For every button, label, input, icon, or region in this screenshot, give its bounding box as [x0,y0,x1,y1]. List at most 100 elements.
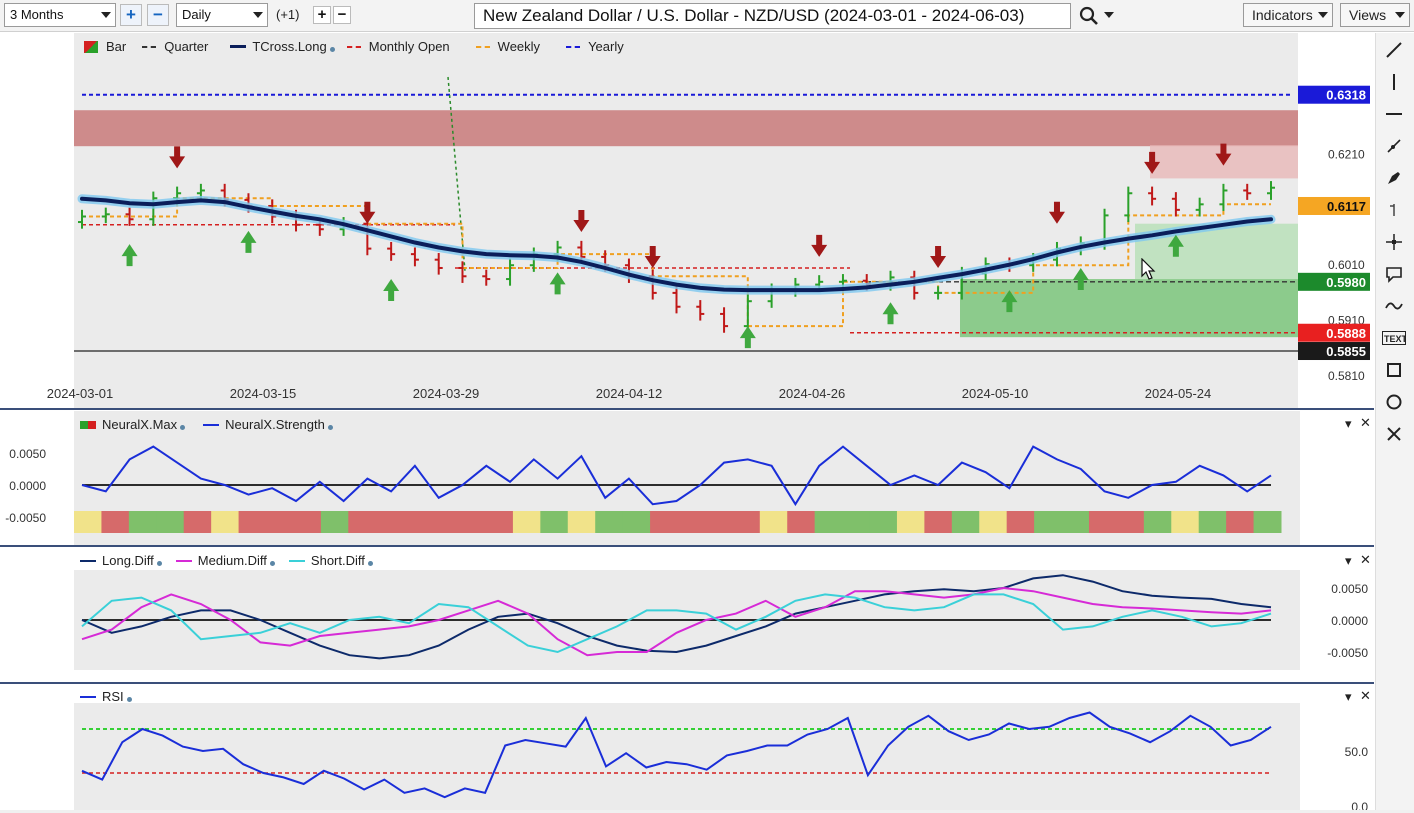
resistance-zone [74,110,1298,147]
range-select[interactable]: 3 Months [4,3,116,27]
comment-tool-icon[interactable] [1380,260,1408,288]
sell-signal-arrow [1144,151,1161,174]
zoom-in-button[interactable]: + [120,4,142,26]
wave-tool-icon[interactable] [1380,292,1408,320]
zoom-out-button[interactable]: − [147,4,169,26]
legend-weekly[interactable]: Weekly [497,39,541,54]
neuralx-max-band [540,511,569,533]
vertical-line-tool-icon[interactable] [1380,68,1408,96]
diff-panel[interactable]: 0.0050 0.0000 -0.0050 Long.Diff Medium.Dif… [0,548,1374,682]
neuralx-max-band [814,511,843,533]
short-diff-line [81,593,1272,654]
settings-dot-icon[interactable] [367,560,373,566]
settings-dot-icon[interactable] [126,696,132,702]
neuralx-chart[interactable]: 0.0050 0.0000 -0.0050 [0,411,1374,545]
collapse-icon[interactable]: ▾ [1345,416,1352,431]
trendline-tool-icon[interactable] [1380,36,1408,64]
diff-chart[interactable]: 0.0050 0.0000 -0.0050 [0,548,1374,682]
crosshair-tool-icon[interactable] [1380,228,1408,256]
offset-label: (+1) [276,7,300,22]
panel-separator[interactable] [0,682,1374,684]
settings-dot-icon[interactable] [327,424,333,430]
views-button[interactable]: Views [1340,3,1410,27]
text-tool-icon[interactable]: TEXT [1380,324,1408,352]
indicators-button[interactable]: Indicators [1243,3,1333,27]
search-icon[interactable] [1078,5,1100,27]
line-icon [288,559,305,562]
diff-legend: Long.Diff Medium.Diff Short.Diff [80,553,373,568]
x-tick-label: 2024-05-24 [1145,386,1212,401]
horizontal-line-tool-icon[interactable] [1380,100,1408,128]
legend-short-diff[interactable]: Short.Diff [310,553,365,568]
medium-diff-line [81,586,1272,657]
legend-yearly[interactable]: Yearly [588,39,624,54]
legend-tcross-long[interactable]: TCross.Long [252,39,327,54]
close-icon[interactable]: ✕ [1360,415,1371,430]
collapse-icon[interactable]: ▾ [1345,689,1352,704]
sell-signal-arrow [169,146,186,169]
neuralx-max-band [924,511,953,533]
settings-dot-icon[interactable] [180,424,186,430]
price-label-text: 0.6318 [1326,88,1366,103]
dash-icon [475,45,490,48]
neuralx-max-band [238,511,267,533]
views-label: Views [1349,7,1387,23]
offset-decrease-button[interactable]: − [333,6,351,24]
symbol-title[interactable]: New Zealand Dollar / U.S. Dollar - NZD/U… [474,3,1071,29]
sell-signal-arrow [1215,143,1232,166]
neuralx-max-band [842,511,871,533]
delete-drawings-icon[interactable] [1380,420,1408,448]
line-icon [230,45,247,48]
neuralx-max-band [211,511,240,533]
settings-dot-icon[interactable] [269,560,275,566]
legend-bar[interactable]: Bar [106,39,127,54]
neuralx-max-band [101,511,130,533]
neuralx-panel[interactable]: 0.0050 0.0000 -0.0050 NeuralX.Max NeuralX.… [0,411,1374,545]
rsi-chart[interactable]: 50.0 0.0 [0,685,1374,813]
y-tick-label: 0.0000 [9,479,46,493]
svg-text:TEXT: TEXT [1384,334,1406,344]
neuralx-max-band [1143,511,1172,533]
circle-tool-icon[interactable] [1380,388,1408,416]
x-tick-label: 2024-03-01 [47,386,114,401]
y-tick-label: 0.6010 [1328,258,1365,272]
close-icon[interactable]: ✕ [1360,552,1371,567]
legend-long-diff[interactable]: Long.Diff [102,553,154,568]
neuralx-max-band [1061,511,1090,533]
legend-medium-diff[interactable]: Medium.Diff [197,553,267,568]
price-label-box [1298,196,1370,215]
line-icon [203,423,220,426]
neuralx-max-band [375,511,404,533]
dash-icon [142,45,157,48]
y-tick-label: 50.0 [1345,745,1369,759]
legend-neuralx-strength[interactable]: NeuralX.Strength [225,417,325,432]
panel-separator[interactable] [0,545,1374,547]
panel-separator[interactable] [0,408,1374,410]
legend-rsi[interactable]: RSI [102,689,124,704]
bar-icon [84,40,98,53]
price-label-text: 0.5980 [1326,275,1366,290]
pen-tool-icon[interactable] [1380,164,1408,192]
search-chevron-down-icon[interactable] [1104,12,1114,18]
rsi-legend: RSI [80,689,132,704]
close-icon[interactable]: ✕ [1360,688,1371,703]
price-panel[interactable]: 0.6210 0.6010 0.5910 0.5810 2024-03-01 2024-0… [0,33,1374,408]
rsi-panel[interactable]: 50.0 0.0 RSI ▾ ✕ [0,685,1374,813]
y-tick-label: 0.0050 [1331,582,1368,596]
legend-quarter[interactable]: Quarter [164,39,209,54]
price-label-box [1298,342,1370,361]
collapse-icon[interactable]: ▾ [1345,553,1352,568]
offset-increase-button[interactable]: + [313,6,331,24]
legend-monthly-open[interactable]: Monthly Open [368,39,450,54]
fib-tool-icon[interactable] [1380,196,1408,224]
settings-dot-icon[interactable] [156,560,162,566]
legend-neuralx-max[interactable]: NeuralX.Max [102,417,178,432]
buy-signal-arrow [240,230,257,253]
long-diff-line [81,574,1272,660]
settings-dot-icon[interactable] [329,46,335,52]
interval-select[interactable]: Daily [176,3,268,27]
line-icon [175,559,192,562]
rectangle-tool-icon[interactable] [1380,356,1408,384]
ray-tool-icon[interactable] [1380,132,1408,160]
